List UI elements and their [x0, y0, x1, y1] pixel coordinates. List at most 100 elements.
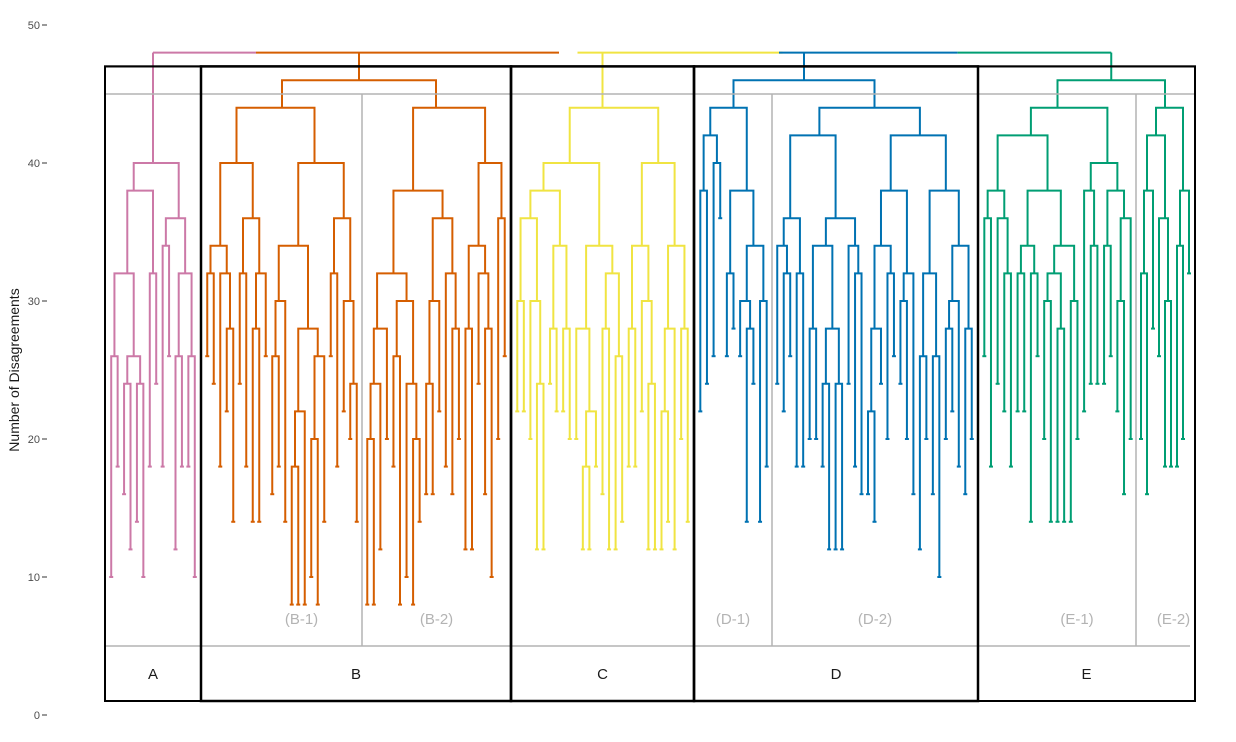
dendrogram-branch [834, 382, 844, 550]
dendrogram-branch [575, 327, 591, 439]
dendrogram-branch [928, 189, 960, 274]
dendrogram-branch [795, 272, 805, 467]
dendrogram-branch [1140, 272, 1148, 495]
dendrogram-branch [585, 410, 597, 467]
dendrogram-branch [123, 382, 132, 550]
dendrogram-branch [235, 106, 316, 163]
dendrogram-branch [219, 162, 254, 246]
dendrogram-branch [631, 244, 650, 329]
dendrogram-branch [647, 382, 656, 550]
dendrogram-branch [297, 162, 345, 246]
dendrogram-branch [464, 327, 473, 550]
dendrogram-branch [1164, 300, 1172, 467]
dendrogram-branch [372, 327, 388, 439]
dendrogram-branch [712, 162, 722, 357]
dendrogram-branch [428, 300, 441, 412]
dendrogram-branch [342, 300, 355, 412]
dendrogram-branch [585, 244, 614, 329]
subcluster-label: (B-2) [420, 611, 453, 628]
dendrogram-branch [467, 244, 487, 329]
dendrogram-branch [329, 272, 339, 467]
dendrogram-branch [113, 272, 135, 357]
dendrogram-branch [729, 189, 755, 274]
dendrogram-branch [529, 189, 561, 246]
dendrogram-branch [889, 134, 947, 191]
dendrogram-branch [759, 300, 768, 522]
dendrogram-branch [477, 272, 490, 384]
dendrogram-branch [1053, 244, 1076, 301]
dendrogram-branch [604, 272, 620, 357]
dendrogram-branch [808, 327, 818, 439]
dendrogram-branch [922, 272, 938, 357]
dendrogram-branch [206, 272, 215, 384]
dendrogram-branch [918, 355, 928, 550]
dendrogram-branch [1019, 244, 1036, 274]
dendrogram-branch [549, 327, 558, 412]
dendrogram-branch [535, 382, 545, 550]
dendrogram-branch [776, 244, 788, 384]
dendrogram-branch [1026, 189, 1062, 246]
dendrogram-branch [219, 272, 231, 467]
dendrogram-branch [627, 327, 637, 467]
outer-frame [104, 65, 1196, 702]
dendrogram-branch [369, 382, 382, 550]
dendrogram-branch [148, 272, 158, 467]
y-tick-label: 10 [28, 572, 40, 584]
dendrogram-branch [294, 410, 306, 605]
dendrogram-branch [1043, 300, 1052, 522]
dendrogram-branch [164, 217, 187, 274]
dendrogram-branch [425, 382, 434, 495]
dendrogram-branch [996, 134, 1049, 191]
dendrogram-branch [867, 410, 876, 522]
dendrogram-branch [484, 327, 493, 577]
dendrogram-branch [818, 106, 921, 136]
dendrogram-branch [870, 327, 882, 412]
dendrogram-branch [879, 189, 908, 274]
dendrogram-branch [238, 272, 248, 467]
dendrogram-branch [392, 189, 444, 274]
dendrogram-branch [333, 217, 352, 301]
dendrogram-branch [529, 300, 542, 439]
dendrogram-branch [931, 355, 941, 577]
dendrogram-branch [1083, 189, 1096, 412]
dendrogram-branch [1003, 272, 1012, 467]
dendrogram-branch [1069, 300, 1079, 522]
subcluster-label: (E-1) [1060, 611, 1093, 628]
dendrogram-branch [725, 272, 735, 357]
dendrogram-branch [667, 244, 686, 329]
dendrogram-branch [902, 272, 915, 495]
dendrogram-branch [745, 244, 765, 301]
dendrogram-branch [854, 272, 863, 495]
dendrogram-branch [948, 300, 960, 467]
dendrogram-branch [1089, 162, 1119, 191]
dendrogram-branch [951, 244, 970, 329]
dendrogram-branch [255, 272, 267, 357]
dendrogram-branch [177, 272, 193, 357]
subcluster-label: (B-1) [285, 611, 318, 628]
dendrogram-branch [640, 162, 676, 246]
dendrogram-branch [1179, 189, 1190, 274]
dendrogram-branch [1143, 189, 1154, 329]
dendrogram-branch [132, 162, 180, 219]
y-tick-label: 20 [28, 434, 40, 446]
dendrogram-branch [277, 244, 309, 329]
y-tick-label: 40 [28, 158, 40, 170]
dendrogram-branch [899, 300, 908, 439]
dendrogram-branch [444, 272, 457, 467]
dendrogram-branch [964, 327, 973, 495]
cluster-label: A [148, 666, 158, 683]
subcluster-label: (D-2) [858, 611, 892, 628]
dendrogram-branch [1155, 106, 1184, 191]
dendrogram-branch [562, 327, 571, 439]
dendrogram-branch [1116, 300, 1126, 495]
dendrogram-branch [1176, 244, 1184, 467]
dendrogram-branch [824, 327, 840, 384]
dendrogram-branch [126, 355, 142, 384]
dendrogram-branch [680, 327, 689, 522]
y-tick-label: 30 [28, 296, 40, 308]
dendrogram-branch [1089, 244, 1099, 384]
dendrogram-branch [405, 382, 418, 577]
cluster-labels: A B (B-1) (B-2) C D (D-1) (D-2) E (E-1) (E-2) [148, 611, 1190, 683]
dendrogram-branches [109, 51, 1191, 606]
